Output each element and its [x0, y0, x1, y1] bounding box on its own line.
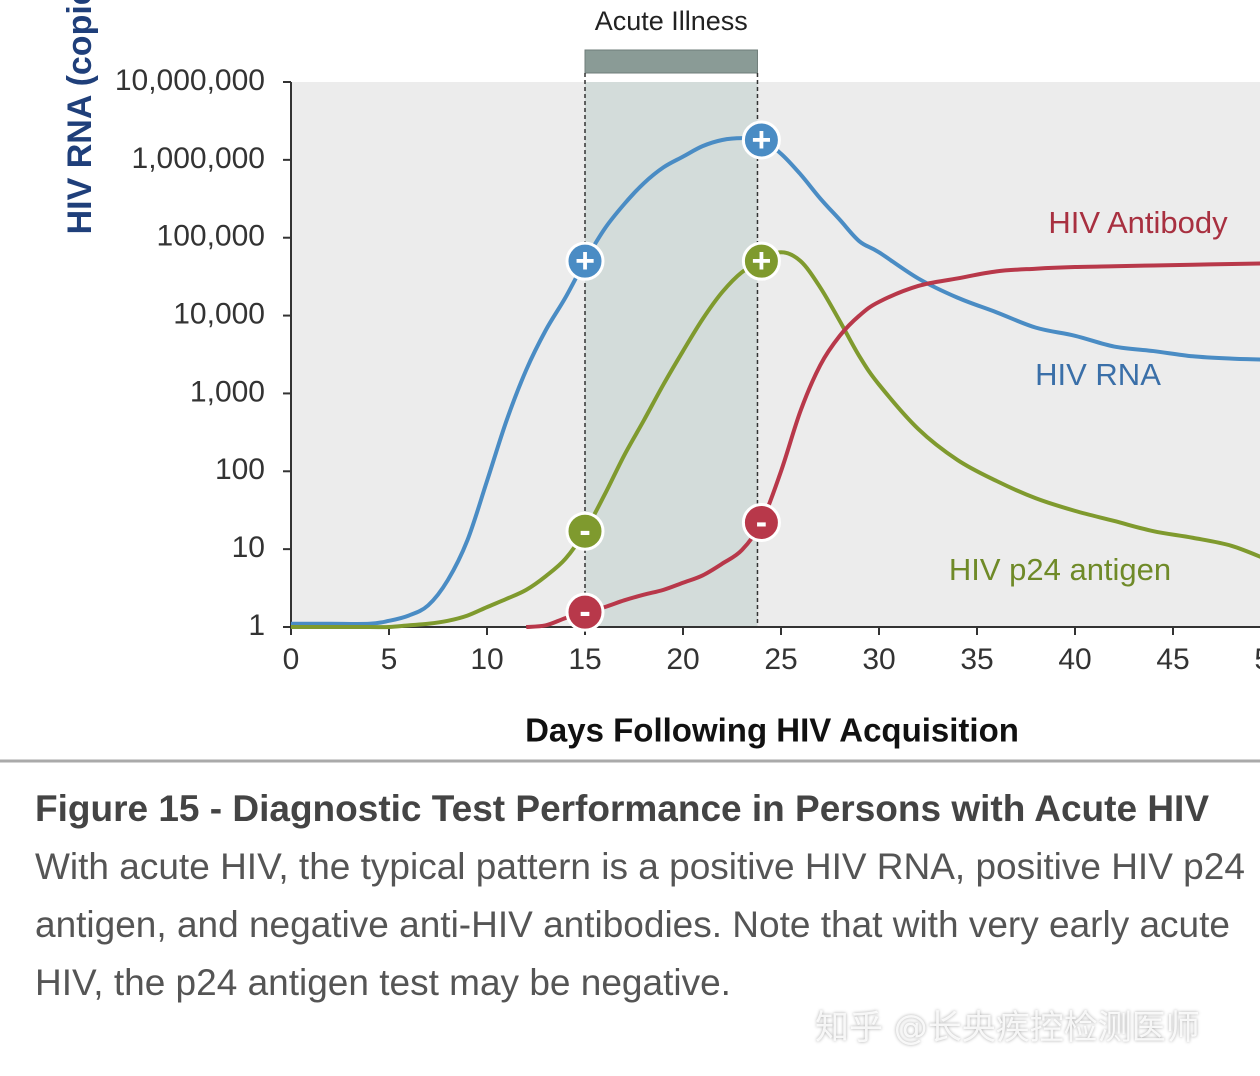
test-marker — [565, 592, 605, 632]
caption-body: With acute HIV, the typical pattern is a… — [35, 846, 1245, 1003]
series-line — [526, 261, 1260, 629]
test-marker-label: - — [579, 512, 590, 550]
test-marker-label: + — [751, 242, 771, 280]
y-tick-label: 10 — [232, 531, 265, 564]
y-tick-label: 1,000,000 — [132, 142, 265, 175]
x-tick-label: 30 — [862, 643, 895, 676]
x-axis-title: Days Following HIV Acquisition — [525, 712, 1019, 749]
test-marker — [565, 241, 605, 281]
y-tick-label: 1,000 — [190, 375, 265, 408]
caption-title: Figure 15 - Diagnostic Test Performance … — [35, 788, 1209, 829]
series-label: HIV Antibody — [1048, 205, 1228, 240]
x-tick-label: 15 — [568, 643, 601, 676]
range-bar — [584, 49, 758, 74]
y-tick-label: 1 — [248, 609, 265, 642]
x-tick-label: 40 — [1058, 643, 1091, 676]
test-marker — [741, 502, 781, 542]
x-tick-label: 45 — [1156, 643, 1189, 676]
x-tick-label: 10 — [470, 643, 503, 676]
test-marker-label: - — [756, 503, 767, 541]
x-tick-label: 35 — [960, 643, 993, 676]
series-line — [291, 136, 1260, 626]
x-tick-label: 25 — [764, 643, 797, 676]
test-marker-label: + — [575, 242, 595, 280]
x-tick-label: 5 — [381, 643, 398, 676]
y-tick-label: 100 — [215, 453, 265, 486]
watermark: 知乎 @长央疾控检测医师 — [815, 1008, 1200, 1048]
caption: Figure 15 - Diagnostic Test Performance … — [35, 780, 1260, 1012]
range-label: Acute Illness — [595, 6, 748, 36]
series-label: HIV p24 antigen — [949, 552, 1171, 587]
y-tick-label: 100,000 — [157, 220, 265, 253]
x-tick-label: 20 — [666, 643, 699, 676]
plot-area — [291, 82, 1260, 627]
test-marker-label: + — [751, 121, 771, 159]
x-tick-label: 50 — [1254, 643, 1260, 676]
test-marker — [565, 511, 605, 551]
chart: HIV RNA (copies/mL) Days Following HIV A… — [0, 0, 1260, 763]
y-tick-label: 10,000 — [173, 297, 265, 330]
x-tick-label: 0 — [283, 643, 300, 676]
series-line — [291, 250, 1260, 630]
y-axis-title: HIV RNA (copies/mL) — [61, 0, 99, 234]
shaded-range — [585, 82, 758, 627]
test-marker-label: - — [579, 593, 590, 631]
series-label: HIV RNA — [1035, 357, 1161, 392]
test-marker — [741, 241, 781, 281]
test-marker — [741, 120, 781, 160]
y-tick-label: 10,000,000 — [115, 64, 265, 97]
